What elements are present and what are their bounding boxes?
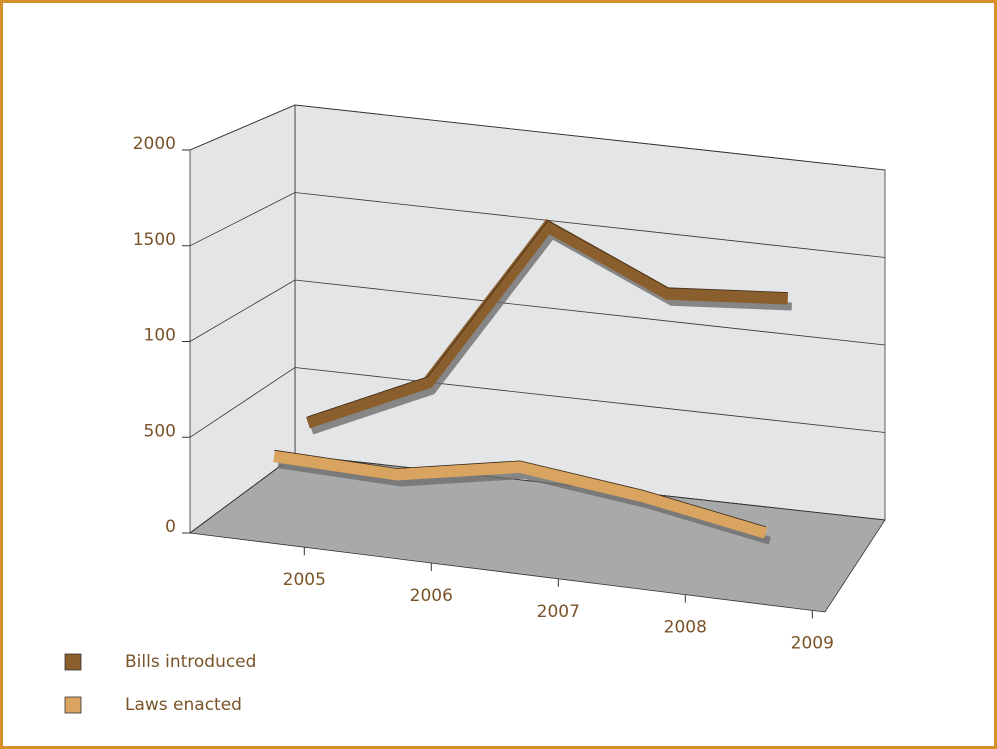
y-tick-label: 0 (165, 517, 176, 537)
y-tick-label: 500 (144, 421, 176, 441)
y-tick-label: 100 (144, 326, 176, 346)
x-tick-label: 2007 (537, 602, 580, 622)
x-tick-label: 2006 (410, 586, 453, 606)
series-edge (274, 449, 767, 528)
legend-swatch (64, 653, 82, 671)
legend-label: Laws enacted (125, 695, 242, 715)
grid-line (189, 104, 886, 171)
grid-line (189, 192, 886, 258)
series-edge (307, 220, 788, 418)
y-tick-label: 1500 (133, 230, 176, 250)
grid-line (189, 279, 886, 346)
series-ribbon (306, 218, 789, 429)
y-tick-label: 2000 (133, 134, 176, 154)
x-tick-label: 2008 (664, 618, 707, 638)
grid-line (189, 367, 886, 438)
x-tick-label: 2005 (283, 570, 326, 590)
series-shadow (277, 460, 772, 545)
legend-swatch (64, 696, 82, 714)
series-ribbon (273, 450, 768, 539)
x-tick-label: 2009 (791, 633, 834, 653)
legend-label: Bills introduced (125, 652, 256, 672)
